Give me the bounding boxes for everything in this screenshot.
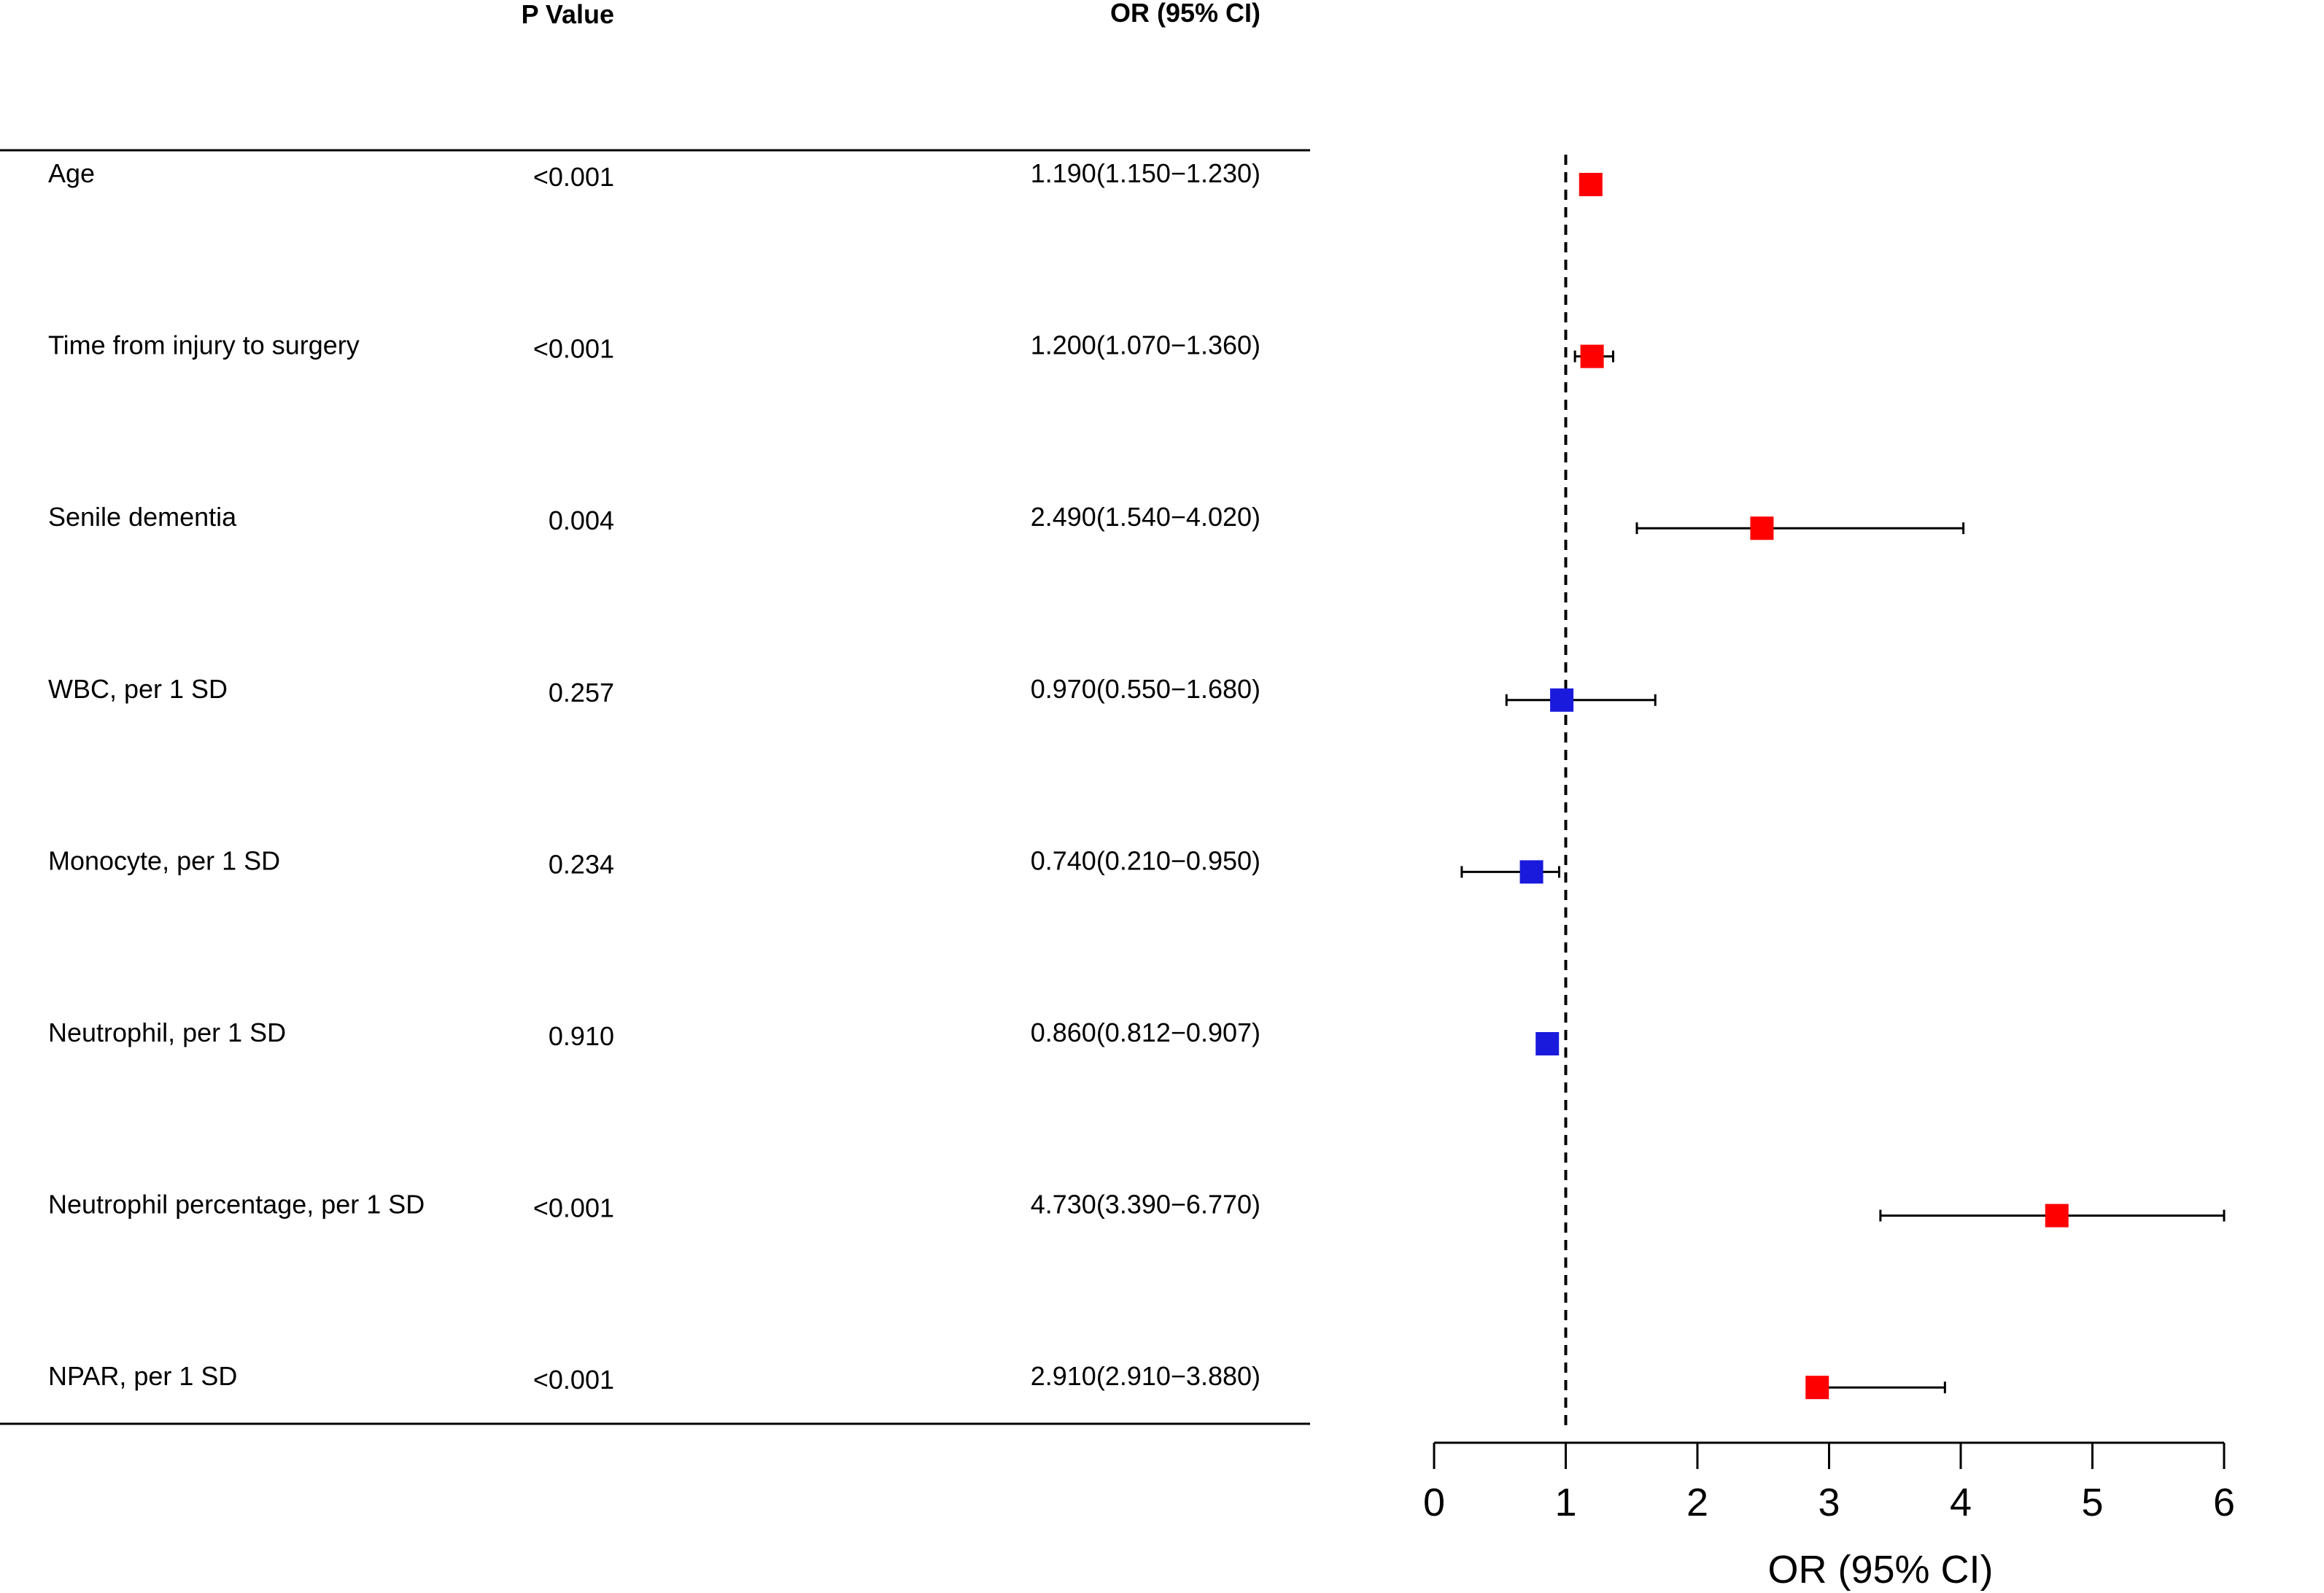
or-marker: [1750, 516, 1774, 540]
row-or-ci: 0.970(0.550−1.680): [1031, 674, 1260, 704]
row-label: WBC, per 1 SD: [48, 674, 228, 704]
row-p-value: <0.001: [533, 1365, 614, 1395]
row-p-value: <0.001: [533, 334, 614, 364]
x-tick-label: 2: [1686, 1481, 1708, 1524]
table-rows: Age <0.001 1.190(1.150−1.230) Time from inj…: [48, 158, 1260, 1395]
row-p-value: 0.004: [549, 505, 614, 535]
row-or-ci: 2.910(2.910−3.880): [1031, 1361, 1260, 1391]
or-marker: [1805, 1376, 1829, 1400]
x-tick-label: 5: [2081, 1481, 2103, 1524]
confidence-intervals: [1460, 179, 2226, 1394]
row-or-ci: 0.860(0.812−0.907): [1031, 1018, 1260, 1047]
row-label: Senile dementia: [48, 502, 237, 532]
row-label: Neutrophil, per 1 SD: [48, 1018, 286, 1047]
x-tick-label: 3: [1818, 1481, 1840, 1524]
or-marker: [1550, 688, 1574, 712]
row-p-value: 0.910: [549, 1021, 614, 1051]
x-tick-label: 0: [1423, 1481, 1445, 1524]
or-marker: [1580, 344, 1604, 368]
row-label: Monocyte, per 1 SD: [48, 845, 280, 875]
p-value-header: P Value: [522, 0, 614, 29]
row-or-ci: 1.200(1.070−1.360): [1031, 330, 1260, 360]
row-label: Neutrophil percentage, per 1 SD: [48, 1190, 425, 1220]
row-label: Age: [48, 158, 95, 188]
row-label: NPAR, per 1 SD: [48, 1361, 237, 1391]
row-or-ci: 1.190(1.150−1.230): [1031, 158, 1260, 188]
row-or-ci: 4.730(3.390−6.770): [1031, 1190, 1260, 1220]
or-marker: [1519, 860, 1543, 884]
row-or-ci: 2.490(1.540−4.020): [1031, 502, 1260, 532]
row-p-value: <0.001: [533, 1193, 614, 1223]
row-or-ci: 0.740(0.210−0.950): [1031, 845, 1260, 875]
row-p-value: 0.234: [549, 849, 614, 879]
or-marker: [1579, 173, 1603, 196]
row-p-value: 0.257: [549, 678, 614, 708]
or-marker: [2045, 1204, 2069, 1228]
x-axis: 0 1 2 3 4 5 6: [1423, 1441, 2235, 1524]
row-p-value: <0.001: [533, 162, 614, 192]
or-marker: [1535, 1032, 1560, 1055]
x-tick-label: 4: [1950, 1481, 1972, 1524]
x-axis-title: OR (95% CI): [1767, 1548, 1993, 1592]
x-tick-label: 6: [2213, 1481, 2235, 1524]
row-label: Time from injury to surgery: [48, 330, 360, 360]
or-ci-header: OR (95% CI): [1110, 0, 1260, 28]
x-tick-label: 1: [1554, 1481, 1576, 1524]
or-markers: [1519, 173, 2069, 1400]
